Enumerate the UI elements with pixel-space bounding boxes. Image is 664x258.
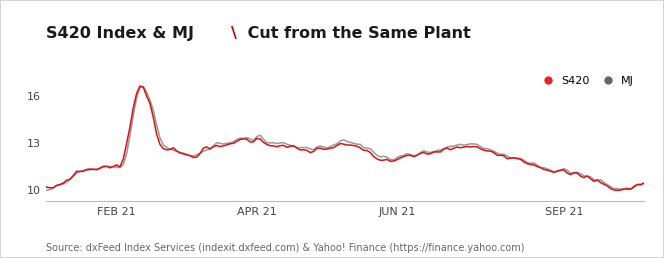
Legend: S420, MJ: S420, MJ bbox=[533, 71, 639, 90]
Text: S420 Index & MJ: S420 Index & MJ bbox=[46, 26, 195, 41]
Text: Source: dxFeed Index Services (indexit.dxfeed.com) & Yahoo! Finance (https://fin: Source: dxFeed Index Services (indexit.d… bbox=[46, 243, 525, 253]
Text: \: \ bbox=[231, 26, 237, 41]
Text: Cut from the Same Plant: Cut from the Same Plant bbox=[242, 26, 471, 41]
